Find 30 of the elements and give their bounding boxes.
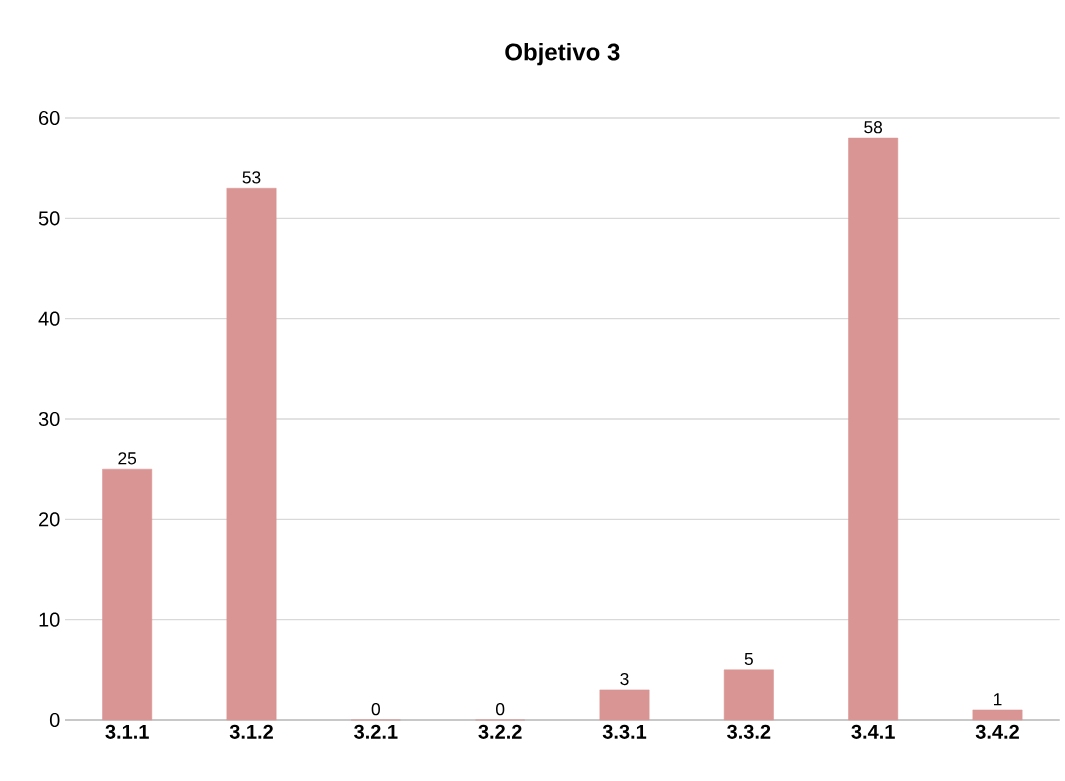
y-tick-label: 20: [39, 512, 60, 527]
data-label: 0: [496, 703, 505, 716]
y-tick-label: 30: [38, 411, 60, 427]
y-tick-label: 10: [39, 612, 60, 627]
x-tick-label: 3.4.2: [975, 724, 1019, 739]
x-tick-label: 3.1.1: [105, 724, 149, 739]
data-label: 53: [242, 171, 261, 184]
x-tick-label: 3.4.1: [851, 724, 895, 739]
data-label: 0: [371, 703, 380, 716]
bar: [226, 187, 277, 721]
x-tick-label: 3.3.2: [727, 724, 771, 739]
y-tick-label: 50: [38, 211, 60, 226]
bar: [848, 137, 899, 721]
y-tick-label: 0: [49, 712, 60, 728]
bar: [599, 689, 650, 721]
data-label: 58: [864, 121, 883, 134]
data-label: 5: [744, 653, 753, 666]
y-tick-label: 40: [38, 311, 60, 326]
x-tick-label: 3.2.1: [354, 724, 398, 739]
y-tick-label: 60: [39, 110, 60, 126]
bar: [102, 468, 153, 721]
bar: [972, 709, 1023, 721]
data-label: 25: [118, 452, 137, 465]
x-tick-label: 3.1.2: [229, 724, 273, 739]
bar: [723, 669, 774, 721]
data-label: 1: [994, 693, 1002, 706]
x-tick-label: 3.2.2: [478, 724, 522, 739]
x-tick-label: 3.3.1: [602, 724, 647, 739]
data-label: 3: [620, 672, 629, 686]
chart-title: Objetivo 3: [505, 42, 620, 66]
